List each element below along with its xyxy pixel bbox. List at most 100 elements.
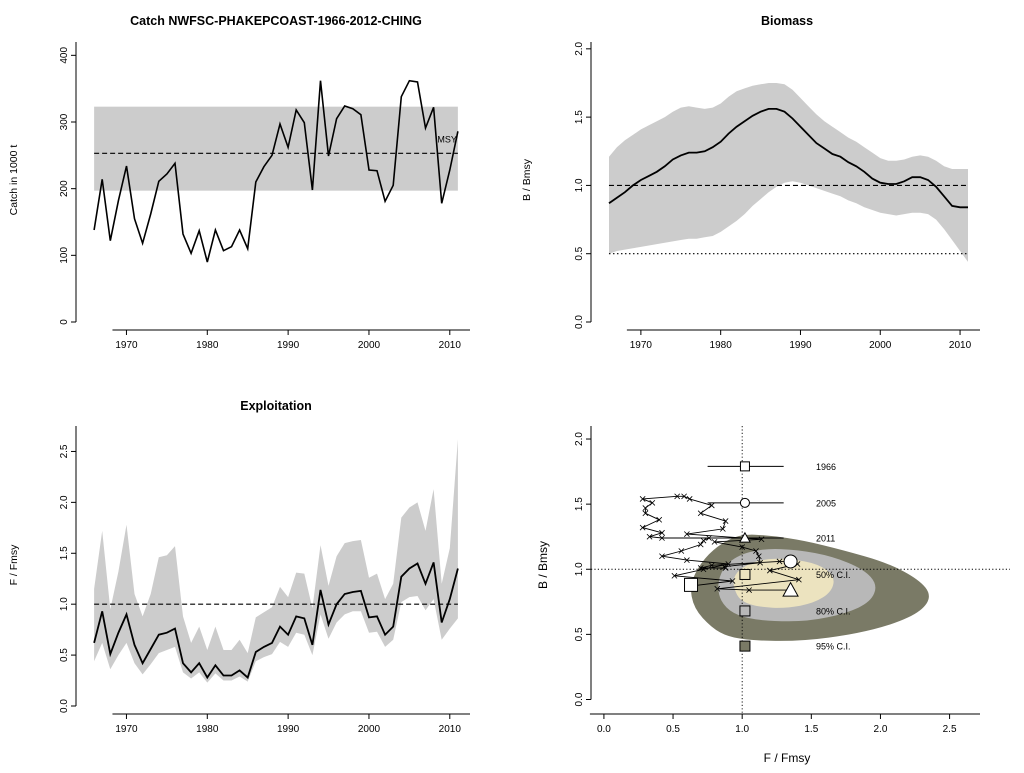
ci-legend-label: 95% C.I. [816,642,851,652]
y-tick-label: 300 [59,113,70,130]
trajectory-point [711,539,718,545]
trajectory-point [646,533,653,540]
y-tick-label: 0 [59,319,70,325]
x-tick-label: 1990 [277,724,300,735]
trajectory-point [678,548,685,554]
trajectory-point [729,578,736,584]
msy-band [94,106,458,191]
biomass-panel: Biomass B / Bmsy 1970 1980 1990 2000 2010 0.0… [521,14,980,351]
x-tick-label: 1980 [196,724,219,735]
trajectory-point [722,518,729,524]
trajectory-point [795,576,802,583]
catch-series-line [93,79,459,263]
exploitation-ci-band [94,439,458,683]
y-tick-label: 0.0 [574,315,585,329]
trajectory-point [659,529,665,536]
trajectory-point [642,505,649,511]
ci-50-region [733,558,834,608]
ci-legend-label: 80% C.I. [816,606,851,616]
trajectory-point [674,493,681,500]
trajectory-point [776,558,783,565]
x-tick-label: 2000 [869,340,892,351]
biomass-title: Biomass [761,14,813,28]
y-tick-label: 0.5 [574,246,585,260]
catch-title: Catch NWFSC-PHAKEPCOAST-1966-2012-CHING [130,14,422,28]
year-marker-2011 [738,531,751,543]
y-tick-label: 200 [59,180,70,197]
trajectory-point [753,548,759,554]
ci-legend-label: 50% C.I. [816,570,851,580]
y-tick-label: 2.0 [574,41,585,55]
trajectory-point [683,531,690,537]
trajectory-point [700,566,707,573]
trajectory-point [639,524,646,531]
y-tick-label: 1.5 [574,497,585,511]
y-tick-label: 0.0 [574,692,585,706]
trajectory-point [659,535,665,541]
ci-legend-swatch [739,640,751,652]
trajectory-point [722,565,729,571]
y-tick-label: 1.0 [574,562,585,576]
trajectory-point [697,541,704,548]
y-tick-label: 2.0 [59,495,70,509]
trajectory-point [714,585,721,592]
trajectory-point [757,559,764,566]
y-tick-label: 400 [59,47,70,64]
kobe-xlabel: F / Fmsy [764,751,811,765]
x-tick-label: 2010 [949,340,972,351]
trajectory-point [719,526,726,532]
x-tick-label: 0.5 [666,724,680,735]
y-tick-label: 2.0 [574,432,585,446]
endpoint-circle [783,554,798,569]
trajectory-point [725,561,732,567]
endpoint-triangle [782,581,799,597]
year-label-2005: 2005 [816,498,836,508]
x-tick-label: 2000 [358,724,381,735]
x-tick-label: 1970 [115,724,138,735]
trajectory-point [697,565,704,571]
year-label-1966: 1966 [816,462,836,472]
x-tick-label: 1990 [277,340,300,351]
trajectory-point [739,544,746,550]
biomass-ci-band [609,83,968,262]
biomass-ylabel: B / Bmsy [521,158,533,201]
y-tick-label: 100 [59,247,70,264]
endpoint-square [684,577,699,592]
x-tick-label: 2010 [439,724,462,735]
trajectory-point [755,553,762,560]
x-tick-label: 1990 [789,340,812,351]
trajectory-point [708,562,715,569]
y-tick-label: 0.5 [574,627,585,641]
kobe-panel: F / Fmsy B / Bmsy 1966 2005 2011 50% C.I. 80… [536,426,1010,765]
trajectory-point [686,496,693,502]
trajectory-point [649,499,656,506]
y-tick-label: 1.5 [59,546,70,560]
trajectory-point [697,510,704,517]
x-tick-label: 2000 [358,340,381,351]
trajectory-point [656,516,663,523]
ci-legend-swatch [739,568,751,580]
year-marker-2005 [739,497,750,508]
trajectory-point [746,587,752,593]
trajectory-point [766,567,773,574]
exploitation-title: Exploitation [240,399,312,413]
y-tick-label: 1.5 [574,110,585,124]
x-tick-label: 1980 [710,340,733,351]
catch-panel: Catch NWFSC-PHAKEPCOAST-1966-2012-CHING … [8,14,470,351]
x-tick-label: 1.0 [735,724,749,735]
y-tick-label: 0.0 [59,699,70,713]
x-tick-label: 0.0 [597,724,611,735]
x-tick-label: 2.5 [943,724,957,735]
x-tick-label: 1970 [115,340,138,351]
exploitation-series-line [93,562,459,680]
trajectory-point [681,493,687,500]
trajectory-point [683,557,690,564]
x-tick-label: 1970 [630,340,653,351]
exploitation-ylabel: F / Fmsy [8,544,20,586]
x-tick-label: 2.0 [873,724,887,735]
trajectory-point [708,502,715,509]
trajectory-point [642,510,649,517]
x-tick-label: 1980 [196,340,219,351]
